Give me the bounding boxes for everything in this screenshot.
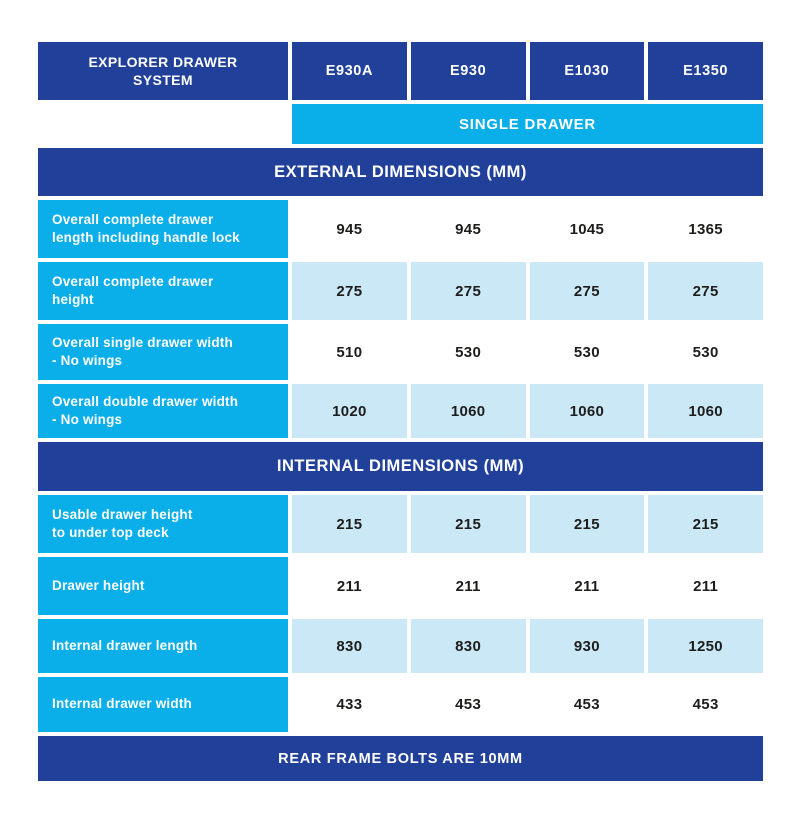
- value-cell: 1045: [529, 200, 645, 258]
- section-header-internal: INTERNAL DIMENSIONS (MM): [38, 442, 763, 491]
- value-cell: 275: [292, 262, 407, 320]
- value-cell: 830: [292, 619, 407, 673]
- footer-note: REAR FRAME BOLTS ARE 10MM: [38, 736, 763, 781]
- value-cell: 1250: [648, 619, 763, 673]
- column-header-e1030: E1030: [529, 42, 645, 100]
- value-cell: 1020: [292, 384, 407, 438]
- value-cell: 215: [648, 495, 763, 553]
- value-cell: 433: [292, 677, 407, 732]
- value-cell: 211: [410, 557, 526, 615]
- value-cell: 215: [410, 495, 526, 553]
- row-label: Internal drawer width: [38, 677, 288, 732]
- value-cell: 530: [529, 324, 645, 380]
- table-title: EXPLORER DRAWER SYSTEM: [38, 42, 288, 100]
- value-cell: 211: [292, 557, 407, 615]
- column-header-e930: E930: [410, 42, 526, 100]
- row-label: Overall double drawer width - No wings: [38, 384, 288, 438]
- column-header-e930a: E930A: [292, 42, 407, 100]
- value-cell: 275: [648, 262, 763, 320]
- value-cell: 530: [648, 324, 763, 380]
- section-header-external: EXTERNAL DIMENSIONS (MM): [38, 148, 763, 196]
- value-cell: 945: [410, 200, 526, 258]
- row-label: Usable drawer height to under top deck: [38, 495, 288, 553]
- row-label: Overall single drawer width - No wings: [38, 324, 288, 380]
- value-cell: 453: [410, 677, 526, 732]
- value-cell: 510: [292, 324, 407, 380]
- value-cell: 945: [292, 200, 407, 258]
- value-cell: 453: [529, 677, 645, 732]
- row-label: Internal drawer length: [38, 619, 288, 673]
- spacer-cell: [38, 104, 288, 144]
- subheader-single-drawer: SINGLE DRAWER: [292, 104, 763, 144]
- value-cell: 215: [292, 495, 407, 553]
- value-cell: 1060: [410, 384, 526, 438]
- value-cell: 1365: [648, 200, 763, 258]
- value-cell: 930: [529, 619, 645, 673]
- value-cell: 275: [410, 262, 526, 320]
- row-label: Overall complete drawer height: [38, 262, 288, 320]
- value-cell: 211: [529, 557, 645, 615]
- column-header-e1350: E1350: [648, 42, 763, 100]
- value-cell: 453: [648, 677, 763, 732]
- row-label: Overall complete drawer length including…: [38, 200, 288, 258]
- spec-table: EXPLORER DRAWER SYSTEM E930A E930 E1030 …: [38, 42, 763, 781]
- value-cell: 1060: [529, 384, 645, 438]
- value-cell: 1060: [648, 384, 763, 438]
- value-cell: 830: [410, 619, 526, 673]
- value-cell: 215: [529, 495, 645, 553]
- row-label: Drawer height: [38, 557, 288, 615]
- value-cell: 275: [529, 262, 645, 320]
- value-cell: 530: [410, 324, 526, 380]
- value-cell: 211: [648, 557, 763, 615]
